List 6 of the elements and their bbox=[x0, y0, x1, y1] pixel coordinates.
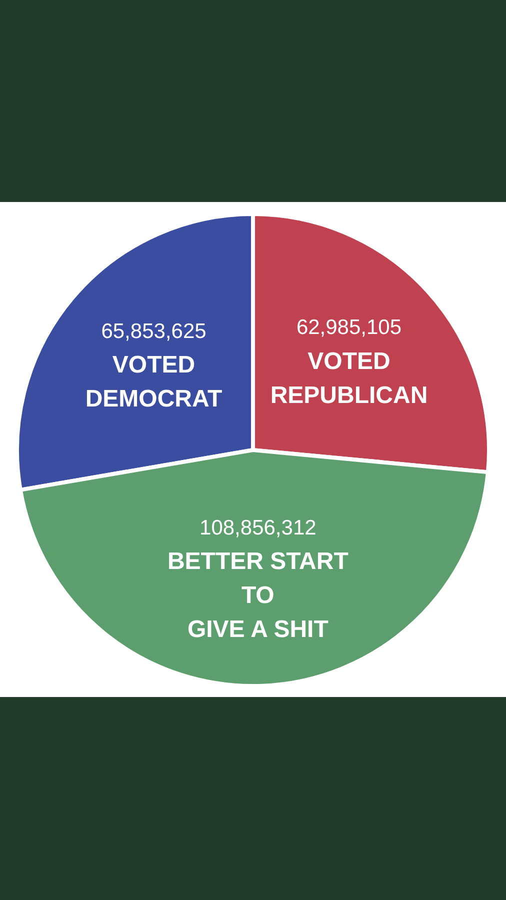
data-label: 65,853,625 bbox=[101, 320, 206, 343]
data-label: 108,856,312 bbox=[200, 516, 316, 540]
slice-label: VOTED REPUBLICAN bbox=[270, 348, 428, 409]
slice-label: VOTED DEMOCRAT bbox=[85, 352, 223, 413]
data-label: 62,985,105 bbox=[296, 316, 402, 340]
slice-label: BETTER START TO GIVE A SHIT bbox=[167, 548, 349, 644]
